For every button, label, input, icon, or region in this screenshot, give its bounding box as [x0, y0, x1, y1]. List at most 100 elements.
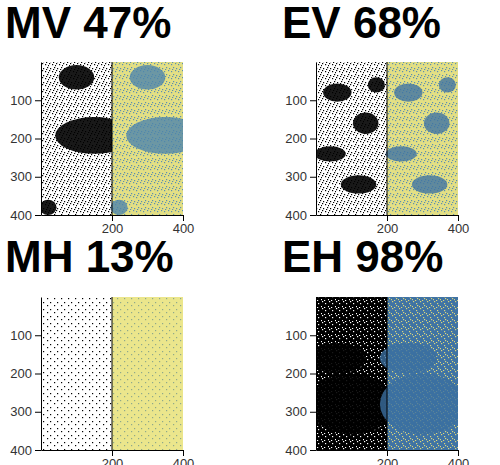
blob	[130, 65, 166, 89]
figure: 200400100200300400MV 47%2004001002003004…	[0, 0, 500, 465]
tick: 100	[10, 93, 41, 108]
tick-mark	[310, 139, 316, 140]
tick: 100	[285, 93, 316, 108]
axis-line	[316, 298, 317, 451]
tick: 100	[285, 328, 316, 343]
tick-label: 100	[10, 93, 32, 108]
tick: 200	[285, 366, 316, 381]
axis-line	[41, 63, 42, 216]
tick-mark	[35, 215, 41, 216]
tick-label: 400	[10, 208, 32, 223]
image-area	[41, 297, 183, 450]
tick-mark	[35, 100, 41, 101]
x-axis: 200 400	[317, 450, 470, 465]
tick: 400	[173, 450, 195, 465]
color-image-fill	[387, 62, 458, 215]
binary-image-fill	[316, 62, 387, 215]
panel: 200 400 100 200 300 400 EH 98%	[282, 232, 469, 465]
binary-image	[316, 62, 387, 215]
tick-label: 400	[448, 456, 470, 465]
blob	[424, 112, 450, 133]
y-axis: 100 200 300 400	[285, 63, 316, 223]
tick-label: 400	[173, 221, 195, 236]
divider	[112, 62, 113, 215]
binary-image-fill	[41, 297, 112, 450]
color-image-fill	[112, 297, 183, 450]
tick-label: 200	[285, 131, 307, 146]
tick: 300	[285, 169, 316, 184]
tick-mark	[183, 450, 184, 456]
tick-label: 400	[285, 443, 307, 458]
blob	[341, 175, 377, 193]
tick-mark	[112, 450, 113, 456]
tick-label: 200	[10, 131, 32, 146]
panel: 200400100200300400EV 68%	[282, 0, 469, 236]
tick-label: 200	[10, 366, 32, 381]
tick-mark	[310, 177, 316, 178]
blob	[386, 146, 417, 161]
tick: 400	[285, 208, 316, 223]
tick-label: 400	[285, 208, 307, 223]
color-image	[380, 297, 458, 450]
blob	[368, 77, 385, 92]
color-image	[386, 62, 458, 215]
tick: 200	[102, 450, 124, 465]
color-image	[111, 62, 183, 215]
tick-label: 200	[285, 366, 307, 381]
tick-label: 400	[448, 221, 470, 236]
divider	[112, 297, 113, 450]
tick-mark	[35, 335, 41, 336]
blob	[316, 343, 366, 374]
y-axis: 100 200 300 400	[285, 298, 316, 458]
divider	[387, 297, 388, 450]
binary-image	[316, 297, 394, 450]
tick: 400	[10, 208, 41, 223]
binary-image	[41, 297, 112, 450]
tick-mark	[310, 335, 316, 336]
tick: 300	[10, 404, 41, 419]
blob	[353, 112, 379, 133]
panel: 200400100200300400MV 47%	[5, 0, 204, 236]
blob	[59, 65, 95, 89]
tick-mark	[310, 100, 316, 101]
blob	[316, 146, 346, 161]
blob	[126, 117, 183, 154]
image-area	[316, 297, 458, 450]
tick-mark	[458, 450, 459, 456]
tick-label: 100	[285, 328, 307, 343]
tick-mark	[183, 215, 184, 221]
title: MH 13%	[5, 232, 174, 281]
tick: 200	[10, 366, 41, 381]
tick-mark	[387, 450, 388, 456]
tick-label: 400	[173, 456, 195, 465]
tick-mark	[112, 215, 113, 221]
blob	[394, 83, 422, 101]
tick-label: 200	[377, 456, 399, 465]
tick-mark	[310, 412, 316, 413]
y-axis: 100 200 300 400	[10, 63, 41, 223]
title: EH 98%	[282, 232, 443, 281]
tick: 400	[448, 215, 470, 236]
tick-mark	[387, 215, 388, 221]
blob	[380, 374, 458, 435]
image-area	[41, 62, 183, 215]
blob	[323, 83, 351, 101]
divider	[387, 62, 388, 215]
tick-label: 200	[102, 456, 124, 465]
tick-mark	[458, 215, 459, 221]
tick-mark	[310, 450, 316, 451]
blob	[41, 200, 57, 215]
tick-label: 300	[10, 404, 32, 419]
tick: 300	[10, 169, 41, 184]
y-axis: 100200300400	[10, 298, 41, 458]
panel: 200400100200300400MH 13%	[5, 232, 194, 465]
tick-label: 300	[10, 169, 32, 184]
tick-mark	[35, 374, 41, 375]
title: EV 68%	[282, 0, 441, 47]
tick: 400	[10, 443, 41, 458]
tick: 300	[285, 404, 316, 419]
blob	[380, 343, 437, 374]
tick-mark	[35, 450, 41, 451]
tick: 200	[377, 450, 399, 465]
axis-line	[316, 63, 317, 216]
